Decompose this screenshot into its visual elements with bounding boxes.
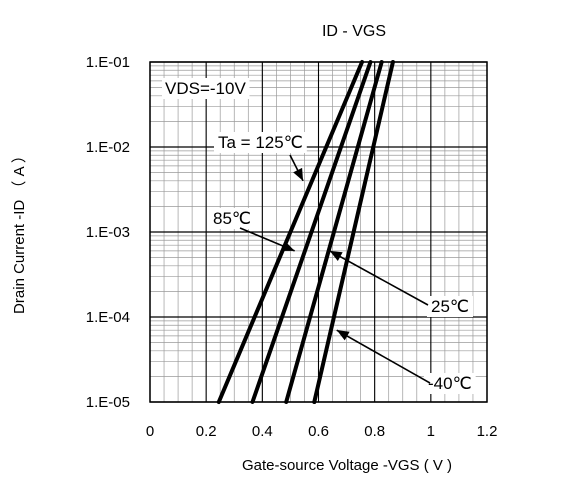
- annotation-125c: Ta = 125℃: [218, 133, 303, 152]
- x-tick-label: 1.2: [477, 423, 498, 440]
- annotation-25c: 25℃: [431, 297, 469, 316]
- annotation-arrows: [239, 154, 431, 384]
- series-line: [312, 60, 395, 404]
- arrow-shaft: [329, 250, 429, 306]
- y-tick-labels: 1.E-05 1.E-04 1.E-03 1.E-02 1.E-01: [86, 54, 130, 411]
- 25c-label-box: [427, 296, 474, 317]
- x-tick-label: 0: [146, 423, 154, 440]
- curves: [216, 60, 395, 404]
- ta-label-box: [214, 132, 307, 153]
- 85c-label-box: [210, 208, 255, 229]
- series-line: [250, 60, 373, 404]
- x-tick-label: 0.8: [364, 423, 385, 440]
- x-tick-label: 1: [427, 423, 435, 440]
- vds-annotation: VDS=-10V: [165, 79, 246, 98]
- x-tick-label: 0.6: [308, 423, 329, 440]
- plot-frame: [149, 61, 488, 403]
- arrow-head: [293, 167, 304, 181]
- arrow-head: [329, 250, 343, 262]
- y-tick-label: 1.E-01: [86, 54, 130, 71]
- chart-title: ID - VGS: [322, 23, 386, 40]
- minus40c-label-box: [424, 373, 476, 394]
- annotation-minus40c: -40℃: [428, 374, 472, 393]
- x-tick-label: 0.4: [252, 423, 273, 440]
- y-tick-label: 1.E-05: [86, 394, 130, 411]
- vds-label-box: [162, 78, 250, 99]
- x-tick-label: 0.2: [196, 423, 217, 440]
- arrow-head: [281, 241, 295, 251]
- annotation-85c: 85℃: [213, 209, 251, 228]
- arrow-shaft: [336, 329, 431, 384]
- series-line: [216, 60, 365, 404]
- x-axis-label: Gate-source Voltage -VGS ( V ): [242, 457, 452, 474]
- series-line: [284, 60, 384, 404]
- y-tick-label: 1.E-02: [86, 139, 130, 156]
- y-tick-label: 1.E-04: [86, 309, 130, 326]
- arrow-head: [336, 330, 350, 341]
- x-tick-labels: 0 0.2 0.4 0.6 0.8 1 1.2: [146, 423, 498, 440]
- y-tick-label: 1.E-03: [86, 224, 130, 241]
- y-axis-label: Drain Current -ID （ A ）: [11, 148, 28, 314]
